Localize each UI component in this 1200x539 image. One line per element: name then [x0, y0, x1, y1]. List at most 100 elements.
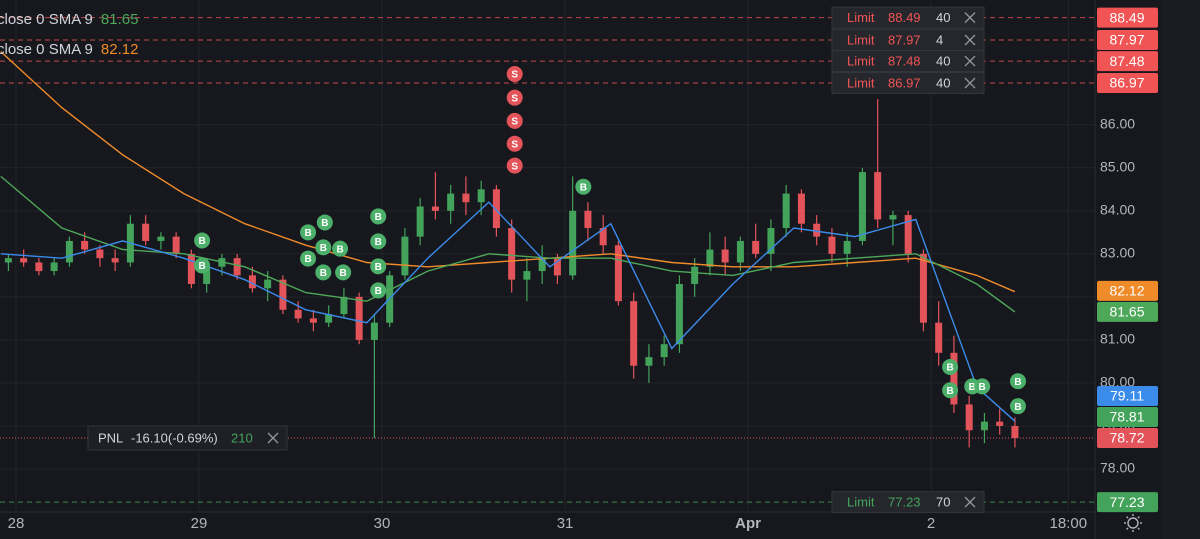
trade-marker [315, 239, 332, 256]
candle-body [248, 275, 256, 289]
candle-body [538, 258, 546, 272]
order-cancel[interactable] [964, 34, 976, 46]
candle-body [35, 262, 43, 272]
price-label-box [1097, 7, 1158, 28]
trade-marker [332, 240, 349, 257]
order-qty: 70 [936, 495, 950, 510]
trade-marker-label: B [375, 237, 382, 248]
y-tick-label: 81.00 [1100, 331, 1135, 347]
settings-icon[interactable] [1124, 514, 1142, 532]
candle-body [50, 262, 58, 272]
secondary-axis-strip [1162, 0, 1200, 539]
candle-body [584, 210, 592, 229]
price-label: 77.23 [1109, 494, 1144, 510]
trade-marker-label: B [947, 363, 954, 374]
order-box[interactable] [831, 50, 985, 73]
trade-marker [300, 224, 317, 241]
y-tick-label: 83.00 [1100, 245, 1135, 261]
order-qty: 40 [936, 54, 950, 69]
trade-marker-label: B [979, 382, 986, 393]
trade-marker [335, 264, 352, 281]
trade-marker-label: B [198, 261, 205, 272]
pnl-box[interactable] [87, 425, 288, 451]
order-box[interactable] [831, 6, 985, 29]
order-cancel[interactable] [964, 77, 976, 89]
order-type: Limit [847, 32, 875, 47]
candle-body [355, 296, 363, 340]
candle-body [416, 206, 424, 237]
trade-marker-label: B [340, 268, 347, 279]
price-label: 87.97 [1109, 32, 1144, 48]
candle-body [919, 253, 927, 323]
price-label: 87.48 [1109, 53, 1144, 69]
candle-body [401, 236, 409, 276]
candle-body [645, 357, 653, 366]
overlay: Limit 88.49 40 Limit 87.97 4 Limit 87.48 40 Limit… [87, 6, 985, 514]
candle-body [965, 404, 973, 431]
order-cancel[interactable] [964, 55, 976, 67]
candle-body [264, 279, 272, 289]
price-label-box [1097, 301, 1158, 322]
price-label: 78.81 [1109, 409, 1144, 425]
candle-body [172, 236, 180, 254]
legend-label: close 0 SMA 9 [0, 41, 93, 58]
price-label: 82.12 [1109, 283, 1144, 299]
candle-body [996, 421, 1004, 426]
trade-marker [300, 250, 317, 267]
trade-marker [194, 257, 211, 274]
trade-marker [575, 178, 592, 195]
order-price: 86.97 [888, 75, 921, 90]
candle-body [980, 421, 988, 431]
candle-body [142, 223, 150, 241]
price-label: 81.65 [1109, 304, 1144, 320]
candle-body [111, 258, 119, 263]
candle-body [279, 279, 287, 310]
x-tick-label: 31 [557, 515, 574, 532]
trade-marker-label: B [321, 218, 328, 229]
indicator-line [0, 51, 1016, 293]
order-type: Limit [847, 54, 875, 69]
price-label: 88.49 [1109, 9, 1144, 25]
price-label-box [1097, 427, 1158, 448]
order-type: Limit [847, 10, 875, 25]
candle-body [904, 215, 912, 254]
candle-body [614, 245, 622, 302]
candle-body [1011, 425, 1019, 438]
candle-body [813, 223, 821, 237]
candle-body [294, 309, 302, 319]
trade-marker [506, 89, 523, 106]
order-cancel[interactable] [964, 496, 976, 508]
candle-body [569, 210, 577, 276]
x-tick-label: Apr [735, 515, 761, 532]
candle-body [752, 240, 760, 254]
trade-marker-label: B [304, 254, 311, 265]
trade-marker [506, 157, 523, 174]
x-tick-label: 18:00 [1050, 515, 1088, 532]
order-cancel[interactable] [964, 12, 976, 24]
trade-marker-label: B [1014, 402, 1021, 413]
candle-body [340, 296, 348, 315]
trade-marker [370, 282, 387, 299]
candle-body [950, 352, 958, 405]
candle-body [706, 249, 714, 267]
trade-marker [1009, 373, 1026, 390]
trade-marker-label: B [320, 243, 327, 254]
pnl-close[interactable] [267, 432, 279, 444]
trade-marker-label: B [375, 286, 382, 297]
trade-marker [506, 112, 523, 129]
candle-body [492, 189, 500, 229]
candle-body [721, 249, 729, 263]
candle-body [96, 249, 104, 259]
candle-body [81, 240, 89, 250]
order-qty: 40 [936, 10, 950, 25]
trade-marker [942, 382, 959, 399]
pnl-label: PNL [98, 430, 123, 445]
x-tick-label: 29 [191, 515, 208, 532]
price-label: 78.72 [1109, 430, 1144, 446]
candle-body [660, 344, 668, 358]
trade-marker [316, 214, 333, 231]
pnl-value: -16.10(-0.69%) [131, 430, 218, 445]
order-box[interactable] [831, 491, 985, 514]
order-box[interactable] [831, 72, 985, 95]
